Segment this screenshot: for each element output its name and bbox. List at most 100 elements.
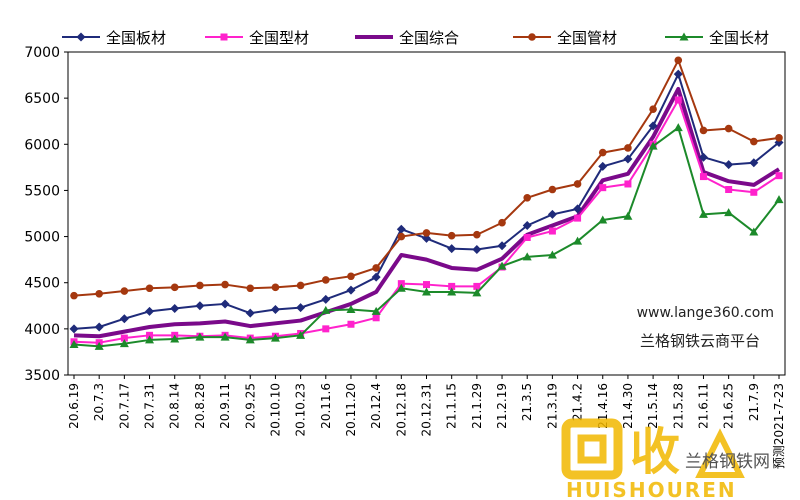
data-point [69,324,79,334]
x-tick-label: 21.4.2 [571,383,585,421]
data-point [573,236,583,245]
x-tick-label: 21.3.19 [545,383,559,429]
series-3 [70,56,783,300]
data-point [749,158,759,168]
x-tick-label: 20.12.18 [394,383,408,436]
series-4 [69,123,784,350]
data-point [674,56,683,65]
x-tick-label: 20.7.31 [143,383,157,429]
legend-label: 全国管材 [557,29,617,47]
watermark-site: www.lange360.com [636,305,774,321]
data-point [422,229,431,237]
data-point [548,227,556,235]
data-point [296,281,305,290]
y-tick-label: 6000 [24,137,60,153]
data-point [119,314,129,324]
data-point [195,332,205,341]
data-point [220,299,230,309]
x-tick-label: 20.12.4 [369,383,383,429]
x-tick-label: 21.1.29 [470,383,484,429]
data-point [472,244,482,254]
data-point [624,180,632,188]
legend-marker [528,33,536,41]
data-point [649,105,657,114]
data-point [195,301,205,311]
y-tick-label: 3500 [24,368,60,384]
data-point [498,218,506,227]
data-point [321,305,331,314]
legend-item-3: 全国管材 [513,29,617,47]
data-point [648,121,658,131]
svg-text:兰格钢铁网: 兰格钢铁网 [685,452,770,472]
data-point [724,208,734,217]
x-tick-label: 21.7.9 [747,383,761,421]
x-tick-label: 20.11.20 [344,383,358,436]
axes: 3500 4000 4500 5000 5500 6000 6500 7000 20.6.19 2… [24,45,786,469]
data-point [423,281,430,289]
data-point [624,144,632,152]
data-point [145,335,155,344]
legend-marker [220,33,228,41]
y-tick-label: 4500 [24,276,60,292]
data-point [69,340,79,349]
data-point [522,252,532,261]
data-point [623,211,633,220]
data-point [372,264,380,272]
x-tick-label: 21.5.14 [646,383,660,429]
data-point [724,124,733,133]
legend-label: 全国综合 [399,29,459,47]
data-point [547,250,557,259]
data-point [296,303,306,313]
data-point [447,231,456,240]
data-point [170,304,180,314]
x-tick-label: 21.5.28 [671,383,685,429]
data-point [725,186,733,194]
data-point [94,322,104,332]
data-point [724,160,734,170]
data-point [95,289,103,298]
data-point [447,244,457,254]
data-point [699,173,707,181]
legend-label: 全国长材 [709,29,769,47]
watermark-name: 兰格钢铁云商平台 [639,332,760,350]
x-tick-label: 21.4.16 [596,383,610,429]
data-point [347,272,355,281]
data-point [94,341,104,350]
data-point [598,161,608,171]
legend-marker [679,32,689,41]
data-point [246,284,255,293]
huishouren-logo: 收 兰格钢铁网 HUISHOUREN [561,418,770,500]
data-point [774,195,784,204]
svg-text:收: 收 [630,423,680,481]
data-point [146,331,154,339]
y-tick-label: 5000 [24,230,60,246]
data-point [145,306,155,316]
series-0 [69,69,784,334]
legend-item-4: 全国长材 [665,29,769,47]
x-tick-label: 21.3.5 [520,383,534,421]
data-point [120,287,129,295]
data-point [698,209,708,218]
data-point [70,291,78,300]
data-point [699,126,708,135]
data-point [346,304,356,313]
x-tick-label: 20.8.14 [168,383,182,429]
data-point [623,154,633,164]
legend-label: 全国型材 [249,29,309,47]
data-point [271,283,280,292]
x-tick-label: 20.6.19 [67,383,81,429]
data-point [145,284,154,293]
data-point [397,232,406,241]
data-point [196,281,204,290]
data-point [422,233,431,243]
data-point [170,334,180,343]
data-point [574,214,582,222]
data-point [598,148,607,157]
x-tick-label: 21.1.15 [445,383,459,429]
svg-text:HUISHOUREN: HUISHOUREN [566,478,737,500]
x-tick-label: 21.2.19 [495,383,509,429]
x-tick-label: 20.8.28 [193,383,207,429]
y-tick-label: 7000 [24,45,60,61]
data-point [347,320,355,328]
